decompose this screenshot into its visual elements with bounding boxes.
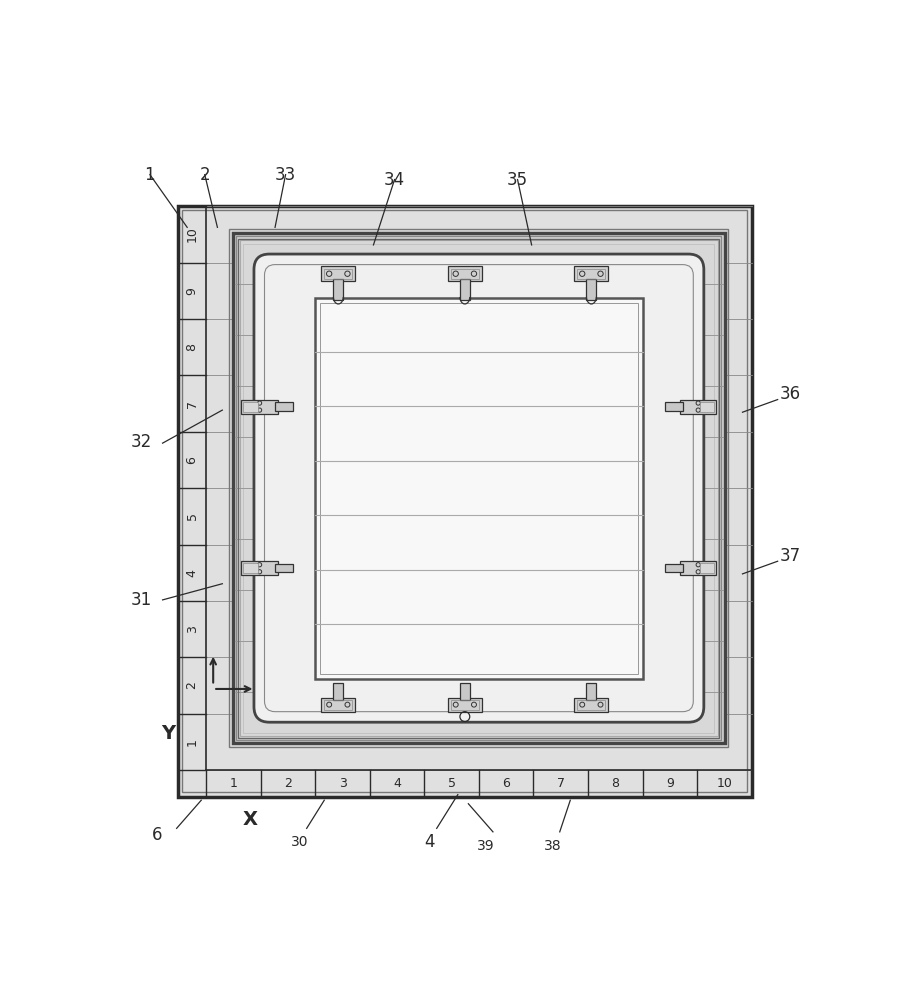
Text: 4: 4 — [393, 777, 401, 790]
Bar — [233, 233, 725, 743]
Bar — [460, 279, 470, 300]
Text: 35: 35 — [507, 171, 528, 189]
Text: Y: Y — [161, 724, 175, 743]
Bar — [239, 239, 719, 738]
Bar — [275, 564, 293, 572]
Text: 6: 6 — [502, 777, 510, 790]
Text: 31: 31 — [131, 591, 152, 609]
Text: 5: 5 — [186, 512, 199, 520]
Text: 6: 6 — [151, 826, 162, 844]
Bar — [233, 233, 725, 743]
Text: 8: 8 — [611, 777, 619, 790]
Bar — [574, 698, 609, 712]
Text: 2: 2 — [186, 682, 199, 689]
Text: 3: 3 — [186, 625, 199, 633]
Bar — [325, 700, 352, 710]
Bar — [241, 400, 278, 414]
Bar — [241, 561, 278, 575]
Text: 39: 39 — [477, 839, 494, 853]
Text: 8: 8 — [186, 343, 199, 351]
Bar — [587, 279, 596, 300]
Bar — [334, 683, 343, 700]
Bar — [578, 269, 606, 279]
Bar — [239, 240, 718, 736]
Text: 1: 1 — [186, 738, 199, 746]
Text: 32: 32 — [131, 433, 152, 451]
Bar — [237, 236, 721, 740]
Bar — [182, 210, 747, 792]
Bar — [448, 266, 482, 281]
Text: X: X — [243, 810, 258, 829]
Text: 7: 7 — [557, 777, 565, 790]
Bar — [229, 229, 728, 747]
Text: 30: 30 — [291, 835, 308, 849]
Text: 5: 5 — [448, 777, 455, 790]
Text: 2: 2 — [200, 166, 210, 184]
Text: 9: 9 — [186, 287, 199, 295]
Bar — [243, 563, 258, 573]
Text: 34: 34 — [384, 171, 405, 189]
Bar — [700, 402, 715, 412]
Bar — [315, 298, 643, 679]
Text: 10: 10 — [186, 227, 199, 242]
Bar — [334, 279, 343, 300]
Text: 33: 33 — [275, 166, 297, 184]
Bar — [320, 303, 638, 674]
Bar — [448, 698, 482, 712]
Bar — [460, 683, 470, 700]
Bar — [700, 563, 715, 573]
Bar — [451, 269, 479, 279]
Text: 3: 3 — [338, 777, 346, 790]
Bar — [275, 402, 293, 411]
Text: 2: 2 — [284, 777, 292, 790]
Text: 4: 4 — [186, 569, 199, 577]
Bar — [680, 561, 717, 575]
Bar — [587, 683, 596, 700]
Bar — [574, 266, 609, 281]
Bar — [451, 700, 479, 710]
Bar — [325, 269, 352, 279]
Text: 37: 37 — [780, 547, 801, 565]
Text: 10: 10 — [717, 777, 732, 790]
Bar — [243, 402, 258, 412]
Text: 38: 38 — [544, 839, 561, 853]
Bar — [680, 400, 717, 414]
Text: 4: 4 — [424, 833, 435, 851]
Bar — [321, 266, 356, 281]
Bar — [578, 700, 606, 710]
Text: 1: 1 — [229, 777, 238, 790]
Bar — [665, 564, 683, 572]
Bar — [178, 206, 752, 797]
Bar — [233, 233, 725, 743]
Text: 6: 6 — [186, 456, 199, 464]
Text: 36: 36 — [780, 385, 801, 403]
Bar — [243, 244, 715, 733]
Text: 7: 7 — [186, 400, 199, 408]
Bar — [321, 698, 356, 712]
Text: 9: 9 — [666, 777, 674, 790]
Text: 1: 1 — [144, 166, 155, 184]
FancyBboxPatch shape — [254, 254, 704, 722]
Bar — [665, 402, 683, 411]
